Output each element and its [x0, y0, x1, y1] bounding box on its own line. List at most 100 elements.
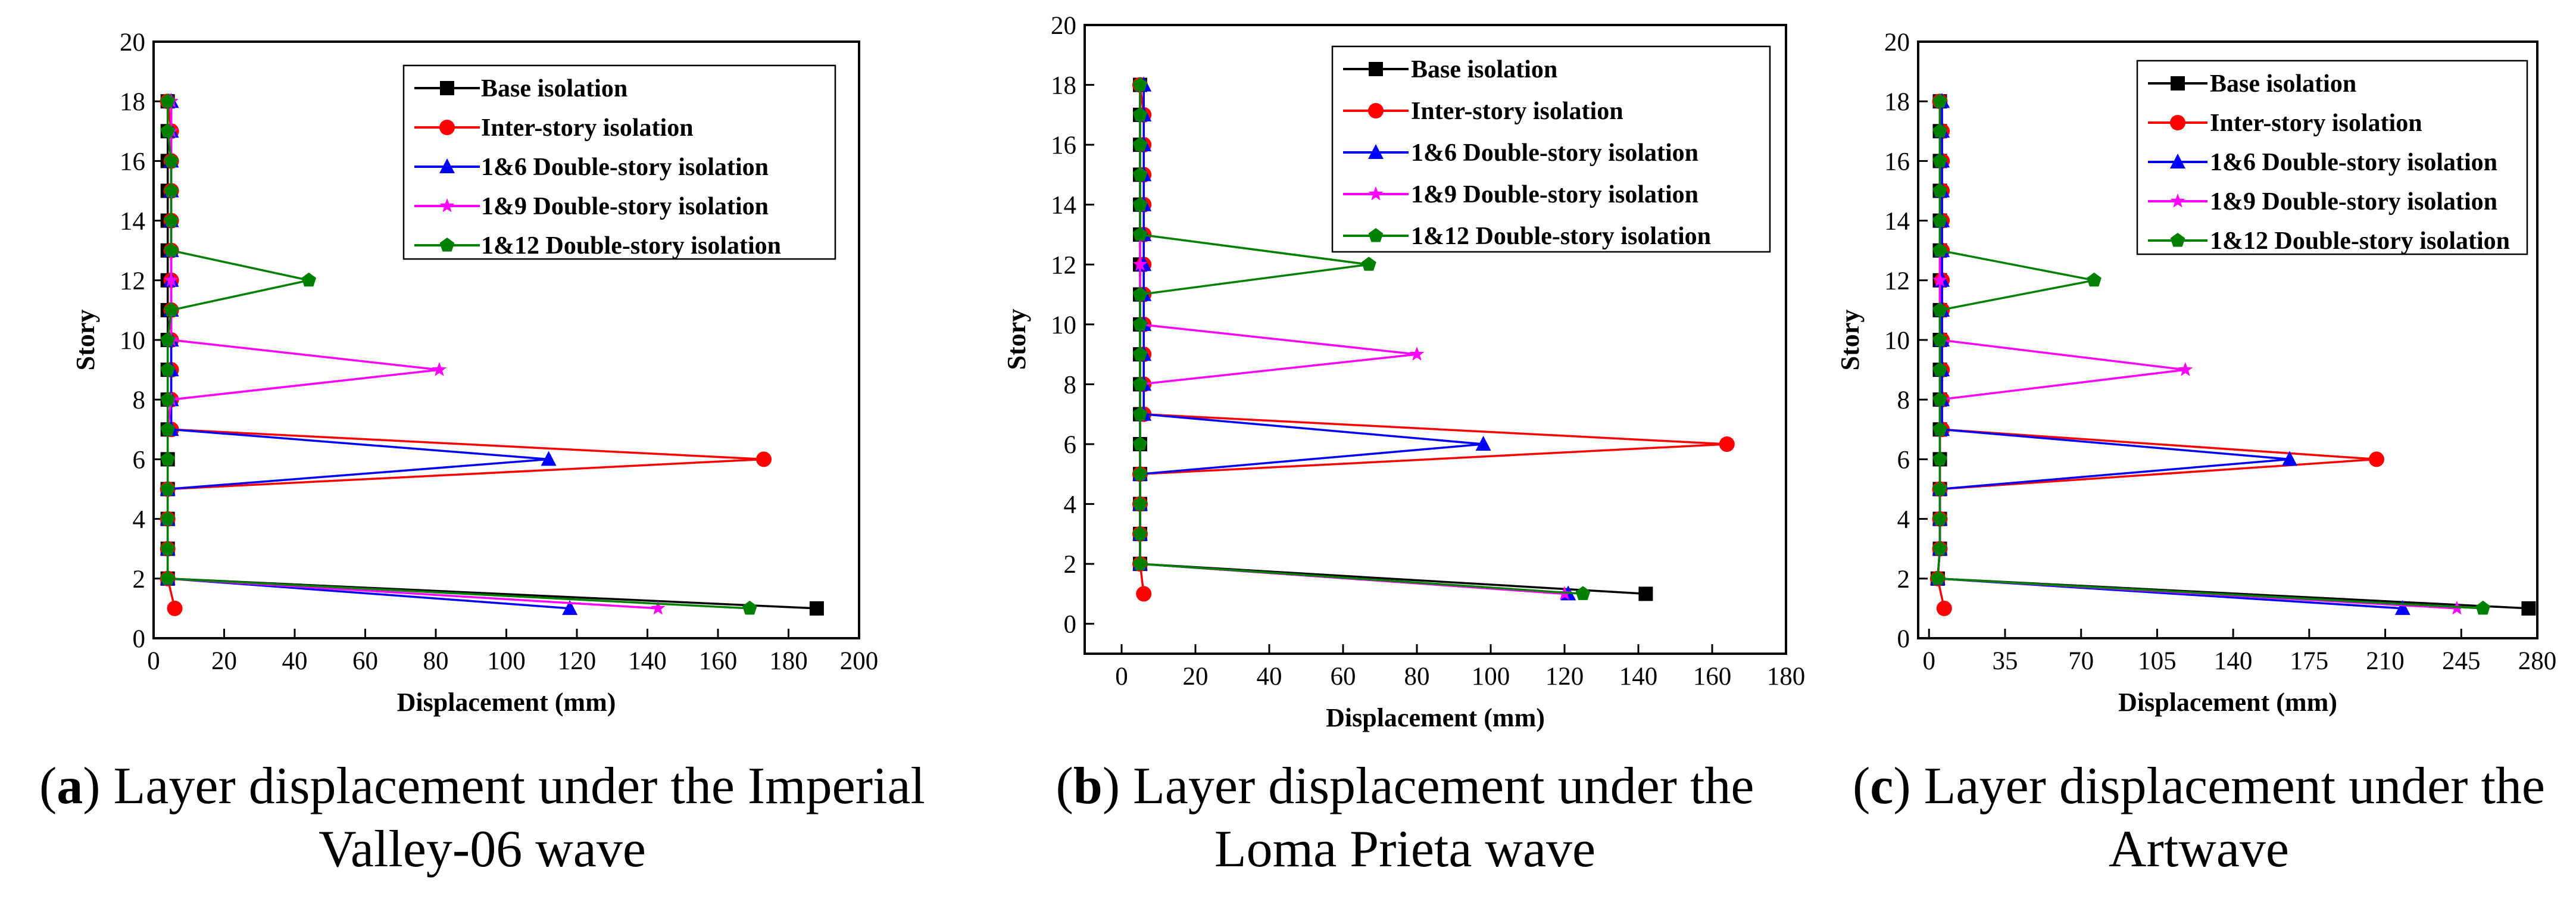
- x-tick-label: 120: [1545, 663, 1584, 691]
- x-tick-label: 140: [2214, 647, 2253, 675]
- x-tick-label: 100: [1472, 663, 1510, 691]
- data-point: [1932, 123, 1947, 138]
- x-axis-title: Displacement (mm): [2118, 688, 2337, 717]
- x-tick-label: 20: [1183, 663, 1209, 691]
- y-tick-label: 16: [1884, 148, 1910, 176]
- legend-marker: [439, 238, 455, 252]
- data-point: [1475, 436, 1491, 451]
- data-point: [160, 511, 176, 526]
- caption-line2: Valley-06 wave: [319, 820, 646, 878]
- legend-label: Inter-story isolation: [481, 114, 694, 142]
- legend: Base isolation Inter-story isolation 1&6 D…: [402, 64, 836, 260]
- y-tick-label: 0: [133, 625, 146, 653]
- data-point: [1932, 511, 1947, 526]
- data-point: [1719, 436, 1735, 452]
- y-tick-label: 2: [1897, 566, 1910, 594]
- y-tick-label: 0: [1897, 625, 1910, 653]
- data-point: [1932, 302, 1947, 317]
- data-point: [1932, 332, 1947, 347]
- y-tick-label: 2: [1064, 551, 1077, 579]
- data-point: [164, 153, 179, 167]
- y-tick-label: 4: [133, 506, 146, 534]
- x-tick-label: 60: [1331, 663, 1356, 691]
- data-point: [160, 123, 176, 138]
- data-point: [1932, 213, 1947, 227]
- legend-label: 1&9 Double-story isolation: [1411, 181, 1698, 208]
- y-tick-label: 0: [1064, 611, 1077, 639]
- y-tick-label: 16: [1051, 132, 1076, 160]
- x-tick-label: 0: [1922, 647, 1935, 675]
- data-point: [1132, 466, 1148, 480]
- data-point: [1132, 496, 1148, 511]
- data-point: [167, 600, 183, 616]
- y-tick-label: 8: [1064, 371, 1077, 399]
- data-point: [541, 451, 557, 466]
- x-tick-label: 70: [2068, 647, 2094, 675]
- y-tick-label: 20: [1884, 29, 1910, 57]
- data-point: [301, 272, 317, 287]
- y-tick-label: 10: [1884, 327, 1910, 355]
- x-tick-label: 140: [628, 647, 667, 675]
- data-point: [1132, 137, 1148, 151]
- legend-label: Base isolation: [1411, 56, 1557, 83]
- legend-label: 1&9 Double-story isolation: [2210, 188, 2497, 216]
- data-point: [1932, 183, 1947, 197]
- x-tick-label: 160: [1693, 663, 1732, 691]
- legend-label: Inter-story isolation: [2210, 110, 2422, 137]
- data-point: [1132, 316, 1148, 331]
- y-tick-label: 6: [133, 446, 146, 474]
- data-point: [742, 600, 757, 615]
- caption-line2: Loma Prieta wave: [1214, 820, 1596, 878]
- chart-panel-b: 0 20 40 60 80 100 120 140 160 180 0 2 4 6 8 10 12 14 16 18 2…: [1002, 12, 1805, 732]
- x-tick-label: 140: [1619, 663, 1658, 691]
- y-tick-label: 8: [133, 386, 146, 414]
- y-tick-label: 20: [120, 29, 145, 57]
- data-point: [1932, 481, 1947, 495]
- data-point: [1932, 242, 1947, 257]
- y-tick-label: 6: [1897, 446, 1910, 474]
- data-point: [1930, 570, 1946, 585]
- legend-box: [402, 64, 836, 260]
- data-point: [1932, 93, 1947, 108]
- y-tick-label: 16: [120, 148, 145, 176]
- y-tick-label: 4: [1064, 491, 1077, 519]
- legend-marker: [440, 81, 454, 95]
- x-tick-label: 60: [352, 647, 378, 675]
- caption-b: (b) Layer displacement under the Loma Pr…: [1056, 757, 1754, 878]
- data-point: [1132, 436, 1148, 451]
- data-point: [1932, 153, 1947, 167]
- y-tick-label: 6: [1064, 431, 1077, 459]
- caption-c: (c) Layer displacement under the Artwave: [1852, 757, 2545, 878]
- data-point: [2394, 600, 2410, 615]
- data-point: [1132, 196, 1148, 211]
- legend-label: 1&9 Double-story isolation: [481, 193, 769, 220]
- data-point: [1932, 422, 1947, 436]
- data-point: [160, 422, 176, 436]
- data-point: [1132, 77, 1148, 92]
- chart-panel-a: 0 20 40 60 80 100 120 140 160 180 200 0 2 4 6 8 10 12 14 16…: [71, 29, 878, 717]
- data-point: [1932, 362, 1947, 376]
- data-point: [164, 213, 179, 227]
- y-tick-label: 20: [1051, 12, 1076, 40]
- caption-line2: Artwave: [2109, 820, 2289, 878]
- caption-a: (a) Layer displacement under the Imperia…: [39, 757, 925, 878]
- y-axis-title: Story: [1835, 310, 1865, 371]
- caption-line1: ) Layer displacement under the: [1102, 757, 1754, 815]
- x-tick-label: 80: [1404, 663, 1430, 691]
- data-point: [164, 183, 179, 197]
- legend-label: 1&6 Double-story isolation: [1411, 139, 1698, 167]
- legend-label: 1&6 Double-story isolation: [2210, 149, 2497, 176]
- data-point: [160, 93, 176, 108]
- plot-frame: [1084, 24, 1787, 655]
- legend-marker: [439, 158, 455, 173]
- y-tick-label: 12: [120, 267, 145, 295]
- legend-marker: [1368, 144, 1384, 159]
- y-tick-label: 18: [120, 88, 145, 116]
- legend-marker: [2170, 193, 2185, 208]
- legend-marker: [439, 120, 455, 135]
- data-point: [2368, 451, 2384, 467]
- data-point: [1932, 451, 1947, 466]
- data-point: [432, 362, 447, 376]
- data-point: [1132, 556, 1148, 570]
- legend: Base isolation Inter-story isolation 1&6 D…: [1331, 45, 1771, 253]
